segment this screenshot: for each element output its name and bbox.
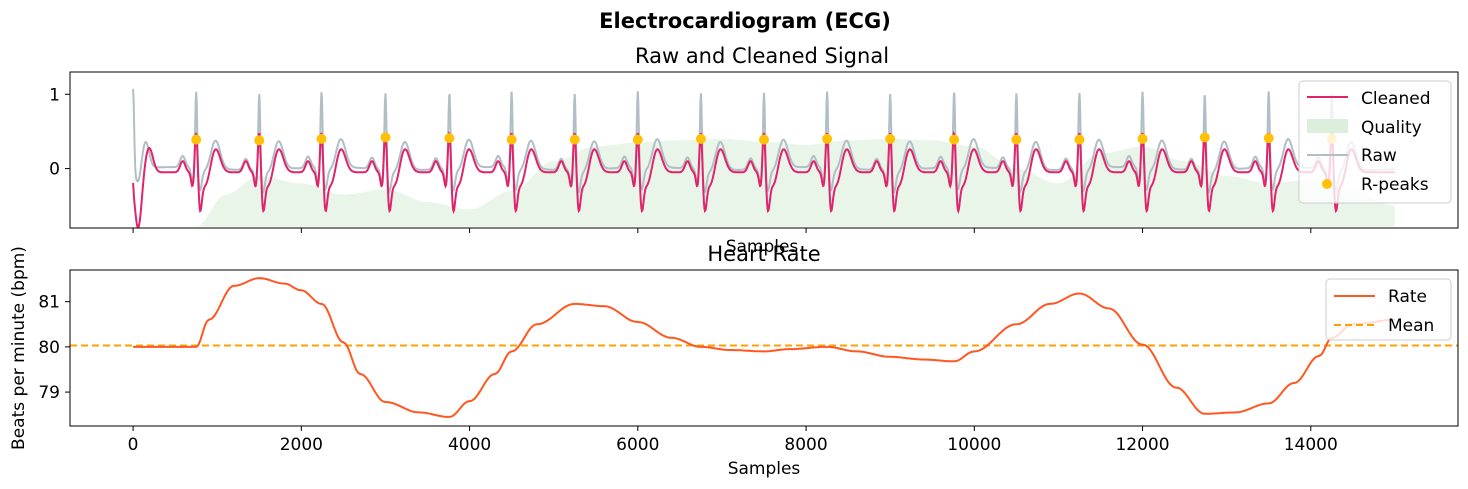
x-tick-label: 12000 [1115,435,1169,455]
r-peak-marker [695,133,706,144]
legend-swatch-quality [1307,119,1348,133]
y-tick-label: 1 [49,85,60,105]
heart-rate-panel-frame [69,269,1459,427]
r-peak-marker [1011,134,1022,145]
y-tick-label: 81 [38,293,60,313]
r-peak-marker [885,133,896,144]
r-peak-marker [191,134,202,145]
r-peak-marker [759,134,769,145]
heart-rate-ylabel: Beats per minute (bpm) [9,246,29,450]
x-tick-label: 6000 [616,435,659,455]
heart-rate-panel-axes: 0 2000 4000 6000 8000 10000 12000 14000 79 80 81 [38,293,1337,455]
x-tick-label: 0 [128,435,139,455]
signal-panel: Raw and Cleaned Signal 01 Samples Cleane… [49,44,1459,257]
r-peak-marker [444,133,455,144]
heart-rate-xlabel: Samples [728,459,801,479]
legend-label-quality: Quality [1361,118,1422,138]
signal-panel-xlabel: Samples [726,237,799,257]
r-peak-marker [506,134,517,145]
x-tick-label: 4000 [448,435,491,455]
legend-label-r-peaks: R-peaks [1361,175,1429,195]
r-peak-marker [1263,133,1274,144]
r-peaks-group [191,132,1337,146]
signal-panel-axes: 01 [49,85,1312,233]
raw-signal-line [132,88,1395,195]
r-peak-marker [380,132,391,143]
legend-label-mean: Mean [1388,316,1434,336]
y-tick-label: 0 [49,160,60,180]
heart-rate-panel: Heart Rate 0 2000 4000 6000 8000 10000 12000 14… [9,242,1459,479]
x-tick-label: 14000 [1284,435,1338,455]
r-peak-marker [569,134,580,145]
r-peak-marker [1199,132,1210,143]
legend-label-cleaned: Cleaned [1361,89,1431,109]
figure-suptitle: Electrocardiogram (ECG) [599,9,891,33]
r-peak-marker [1137,133,1148,144]
y-tick-label: 79 [38,383,60,403]
y-tick-label: 80 [38,338,60,358]
r-peak-marker [632,134,643,145]
legend-label-raw: Raw [1361,146,1397,166]
x-tick-label: 10000 [947,435,1001,455]
r-peak-marker [949,134,960,145]
r-peak-marker [822,133,833,144]
cleaned-signal-line [132,131,1395,228]
signal-legend: Cleaned Quality Raw R-peaks [1298,80,1452,204]
signal-panel-frame [69,71,1459,229]
heart-rate-line [133,277,1395,418]
x-tick-label: 2000 [280,435,323,455]
heart-rate-legend: Rate Mean [1325,278,1452,341]
r-peak-marker [1074,134,1085,145]
legend-swatch-r-peaks [1322,179,1332,189]
r-peak-marker [316,133,327,144]
legend-label-rate: Rate [1388,287,1427,307]
signal-panel-title: Raw and Cleaned Signal [635,44,889,68]
x-tick-label: 8000 [784,435,827,455]
heart-rate-panel-title: Heart Rate [707,242,820,266]
r-peak-marker [254,135,265,146]
